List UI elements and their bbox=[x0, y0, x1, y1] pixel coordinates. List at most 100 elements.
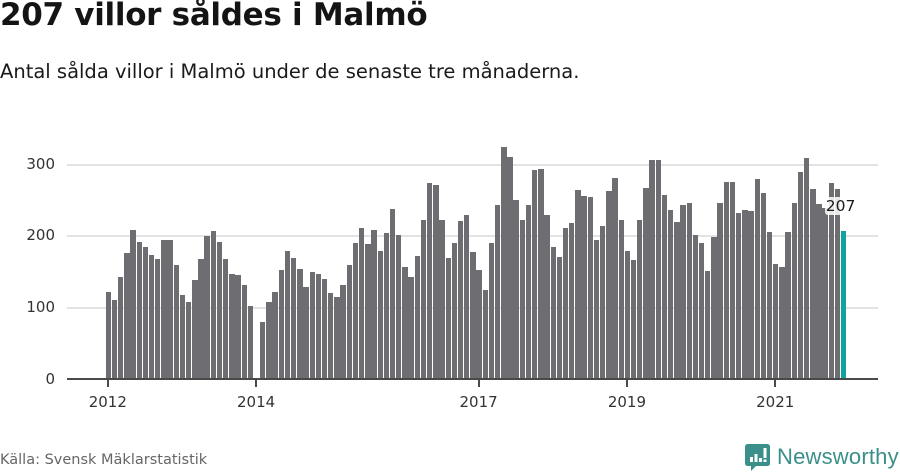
bar bbox=[297, 269, 303, 380]
bar bbox=[519, 219, 526, 380]
bar bbox=[779, 267, 785, 380]
bar bbox=[185, 302, 192, 380]
bar bbox=[383, 232, 390, 380]
chart-subtitle: Antal sålda villor i Malmö under de sena… bbox=[0, 60, 580, 83]
bar bbox=[284, 250, 291, 380]
bar bbox=[346, 264, 352, 380]
bar bbox=[785, 232, 791, 380]
bar bbox=[488, 242, 495, 380]
bar bbox=[216, 242, 223, 380]
bar bbox=[637, 219, 643, 380]
bar bbox=[575, 189, 581, 380]
bar bbox=[235, 275, 241, 380]
bar bbox=[562, 227, 569, 380]
bar bbox=[402, 267, 408, 380]
bar bbox=[476, 269, 482, 380]
bar bbox=[439, 219, 445, 380]
bar bbox=[643, 187, 649, 380]
bar bbox=[729, 181, 736, 380]
bar bbox=[451, 242, 458, 380]
bar bbox=[315, 274, 322, 380]
newsworthy-brand[interactable]: Newsworthy bbox=[745, 444, 899, 471]
bar bbox=[773, 264, 779, 380]
bar bbox=[680, 204, 686, 380]
x-tick bbox=[255, 380, 258, 387]
bar bbox=[179, 295, 186, 380]
bar bbox=[581, 195, 587, 380]
bar bbox=[482, 290, 488, 380]
bar bbox=[791, 203, 797, 380]
x-tick-label: 2019 bbox=[607, 393, 646, 411]
bar bbox=[470, 252, 476, 380]
bar bbox=[532, 169, 538, 380]
y-tick-label: 300 bbox=[26, 154, 55, 173]
bar bbox=[334, 297, 340, 380]
bar bbox=[525, 204, 532, 380]
latest-value-label: 207 bbox=[824, 197, 857, 216]
bar bbox=[358, 227, 365, 380]
bar bbox=[501, 146, 507, 380]
bar bbox=[414, 256, 420, 380]
bar bbox=[587, 196, 594, 380]
y-tick-label: 0 bbox=[45, 369, 55, 388]
bar bbox=[117, 277, 124, 380]
bar bbox=[624, 250, 631, 380]
gridline bbox=[67, 235, 878, 238]
bar bbox=[173, 264, 179, 380]
bar bbox=[340, 285, 346, 380]
x-tick-label: 2017 bbox=[459, 393, 498, 411]
bar bbox=[291, 257, 297, 380]
bar bbox=[661, 194, 668, 380]
x-tick-label: 2014 bbox=[237, 393, 276, 411]
x-tick bbox=[625, 380, 628, 387]
chart-title: 207 villor såldes i Malmö bbox=[0, 0, 428, 33]
bar bbox=[464, 214, 470, 380]
bar bbox=[717, 203, 723, 380]
bar bbox=[130, 229, 136, 380]
bar bbox=[457, 221, 464, 380]
bar bbox=[834, 189, 841, 380]
bar bbox=[321, 279, 328, 380]
bar bbox=[328, 292, 334, 380]
bar bbox=[371, 229, 377, 380]
bar bbox=[389, 209, 396, 380]
bar bbox=[136, 242, 142, 380]
bar bbox=[544, 214, 550, 380]
bar bbox=[803, 158, 810, 380]
bar bbox=[748, 211, 754, 380]
bar bbox=[377, 250, 383, 380]
bar bbox=[606, 191, 612, 380]
bar bbox=[272, 292, 278, 380]
bar bbox=[667, 209, 674, 380]
bar bbox=[408, 277, 414, 380]
bar bbox=[148, 254, 155, 380]
bar bbox=[223, 259, 229, 380]
bar bbox=[698, 242, 705, 380]
newsworthy-logo-icon bbox=[745, 444, 770, 471]
bar bbox=[742, 209, 748, 380]
bar bbox=[828, 182, 835, 380]
bar bbox=[352, 242, 359, 380]
bar bbox=[303, 287, 309, 380]
bar bbox=[538, 169, 544, 380]
bar bbox=[266, 302, 272, 380]
bar bbox=[142, 247, 149, 380]
y-tick-label: 100 bbox=[26, 297, 55, 316]
brand-name: Newsworthy bbox=[777, 444, 899, 469]
bar bbox=[618, 219, 624, 380]
bar bbox=[111, 300, 118, 380]
x-tick-label: 2021 bbox=[756, 393, 795, 411]
bar bbox=[167, 239, 173, 380]
bar bbox=[674, 222, 680, 380]
bar bbox=[705, 271, 711, 380]
x-tick bbox=[774, 380, 777, 387]
bar bbox=[198, 259, 204, 380]
bar bbox=[810, 189, 816, 380]
source-text: Källa: Svensk Mäklarstatistik bbox=[0, 452, 208, 468]
bar bbox=[229, 274, 235, 380]
bar bbox=[192, 280, 198, 380]
bar bbox=[124, 252, 130, 380]
bar bbox=[723, 181, 729, 380]
bar bbox=[433, 184, 439, 380]
bar bbox=[754, 179, 760, 380]
